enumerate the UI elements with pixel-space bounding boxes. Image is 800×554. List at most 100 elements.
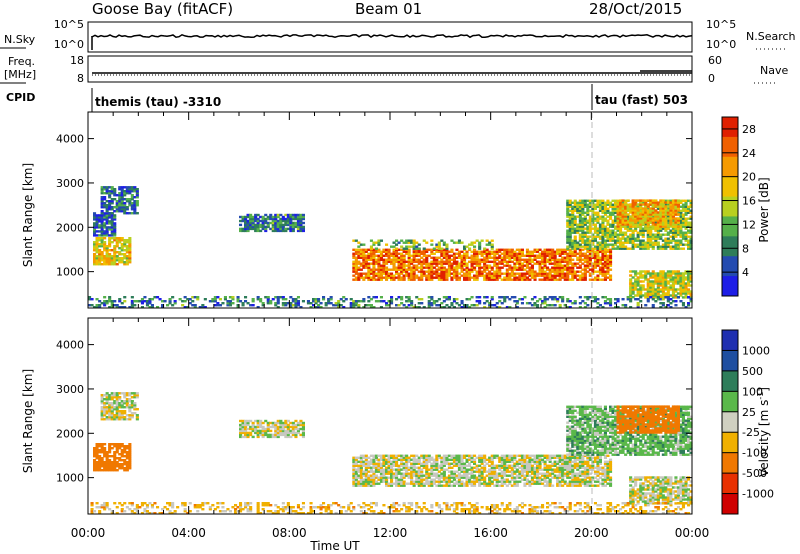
rti-cell [98,455,102,458]
rti-cell [619,215,623,218]
rti-cell [674,219,678,222]
rti-cell [274,302,278,305]
rti-cell [485,254,489,257]
rti-cell [581,276,585,279]
rti-cell [576,225,580,228]
rti-cell [120,206,124,209]
rti-cell [621,241,625,244]
rti-cell [291,227,295,231]
rti-cell [442,268,446,271]
rti-cell [568,270,572,273]
rti-cell [593,252,597,255]
rti-cell [603,205,607,208]
rti-cell [646,205,650,208]
rti-cell [616,227,620,230]
rti-cell [450,268,454,271]
rti-cell [244,429,248,433]
rti-cell [681,290,685,293]
rti-cell [241,423,245,427]
rti-cell [480,266,484,269]
rti-cell [382,462,386,465]
rti-cell [123,406,127,409]
rti-cell [387,454,391,457]
rti-cell [533,296,537,299]
rti-cell [125,453,129,456]
rti-cell [676,288,680,291]
rti-cell [397,296,401,299]
rti-cell [661,199,665,202]
rti-cell [591,209,595,212]
rti-cell [460,254,464,257]
rti-cell [593,266,597,269]
rti-cell [639,213,643,216]
rti-cell [606,264,610,267]
rti-cell [281,215,285,219]
rti-cell [296,304,300,307]
rti-cell [385,472,389,475]
rti-cell [211,298,215,301]
rti-cell [395,456,399,459]
rti-cell [639,229,643,232]
rti-cell [450,262,454,265]
rti-cell [636,203,640,206]
rti-cell [392,460,396,463]
rti-cell [644,203,648,206]
rti-cell [410,476,414,479]
rti-cell [659,209,663,212]
rti-cell [108,208,112,211]
rti-cell [636,292,640,295]
rti-cell [133,204,137,207]
rti-cell [385,482,389,485]
rti-cell [387,252,391,255]
rti-cell [503,264,507,267]
rti-cell [281,423,285,427]
rti-cell [367,274,371,277]
rti-cell [679,223,683,226]
rti-cell [639,233,643,236]
rti-cell [505,260,509,263]
rti-cell [369,466,373,469]
rti-cell [656,247,660,250]
rti-cell [284,421,288,425]
rti-cell [286,425,290,429]
rti-cell [105,234,109,237]
rti-cell [364,248,368,251]
rti-cell [568,300,572,303]
rti-cell [606,239,610,242]
rti-cell [528,260,532,263]
rti-cell [100,406,104,409]
rti-cell [286,213,290,217]
rti-cell [586,243,590,246]
rti-cell [571,270,575,273]
rti-cell [405,454,409,457]
rti-cell [259,421,263,425]
rti-cell [639,203,643,206]
rti-cell [417,472,421,475]
rti-cell [430,266,434,269]
rti-cell [359,478,363,481]
rti-cell [291,298,295,301]
rti-cell [296,429,300,433]
rti-cell [598,270,602,273]
rti-cell [327,300,331,303]
rti-cell [427,266,431,269]
rti-cell [93,467,97,470]
rti-cell [681,276,685,279]
rti-cell [553,254,557,257]
rti-cell [113,188,117,191]
rti-cell [661,280,665,283]
rti-cell [651,213,655,216]
rti-cell [352,462,356,465]
rti-cell [420,474,424,477]
rti-cell [523,264,527,267]
rti-cell [251,225,255,229]
rti-cell [671,239,675,242]
rti-cell [276,219,280,223]
rti-cell [395,258,399,261]
rti-cell [651,211,655,214]
rti-cell [113,255,117,258]
rti-cell [269,433,273,437]
rti-cell [687,278,691,281]
rti-cell [684,203,688,206]
rti-cell [588,229,592,232]
